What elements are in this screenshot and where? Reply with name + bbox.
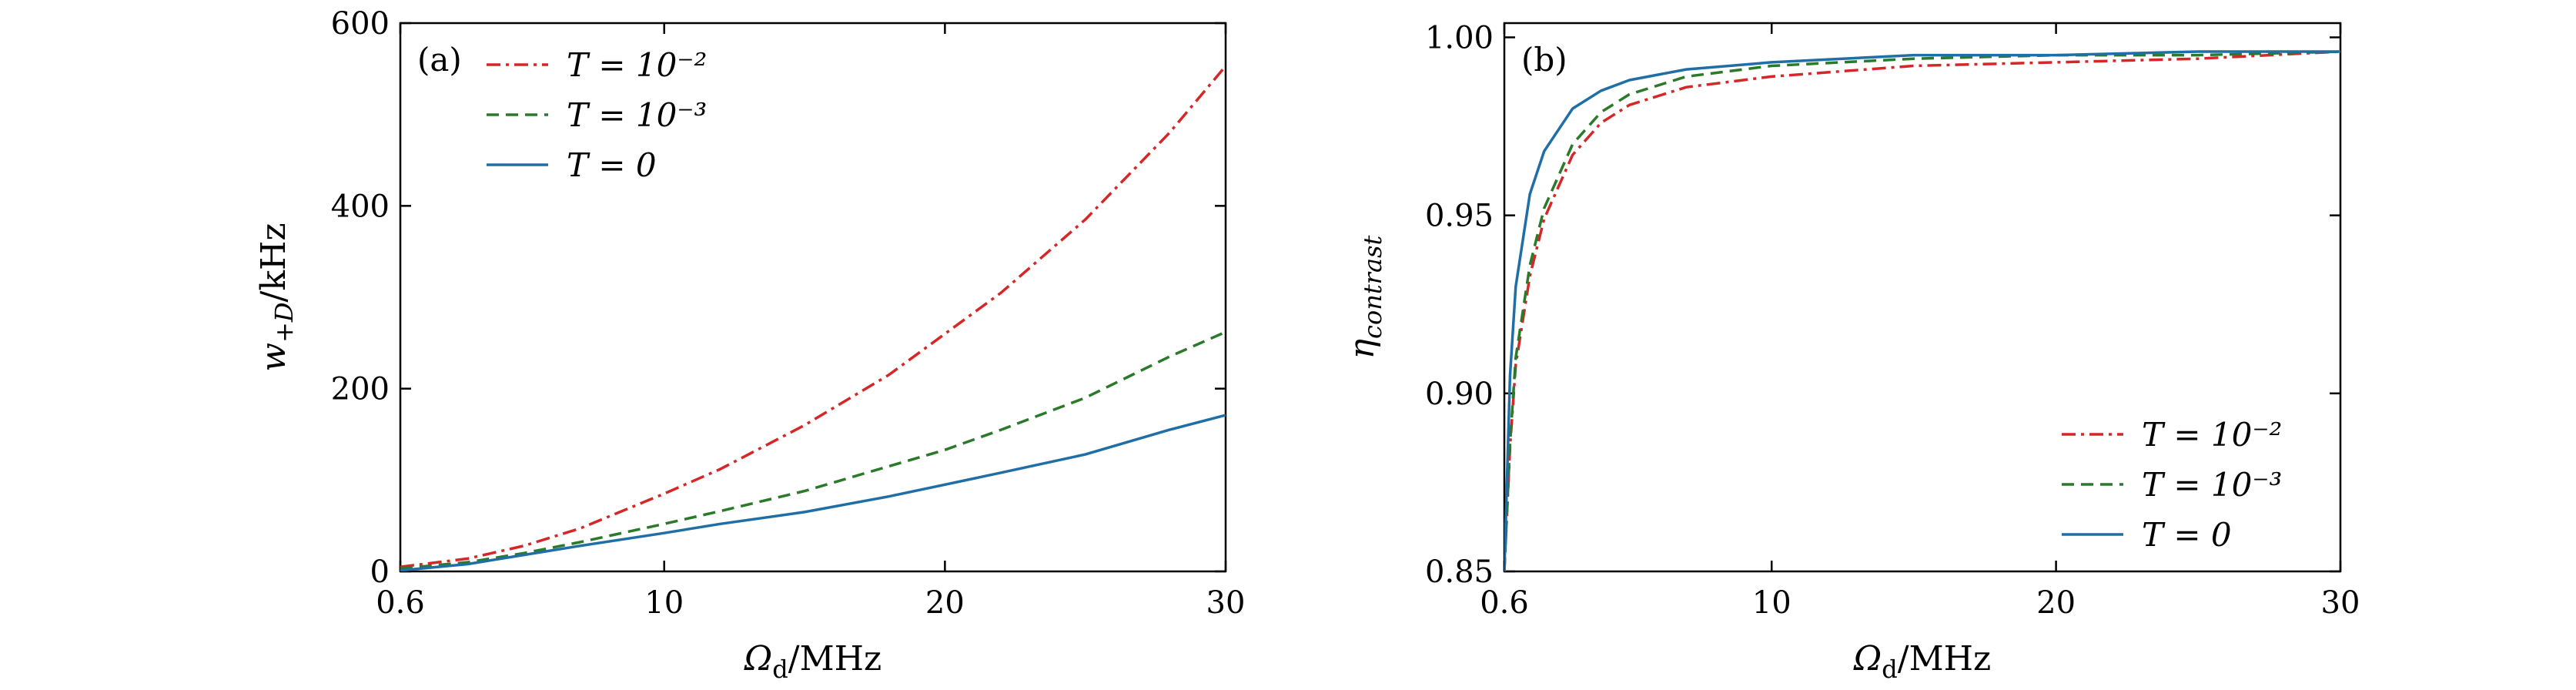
- x-axis-label: Ωd/MHz: [1853, 639, 1991, 684]
- panel-tag: (b): [1521, 41, 1567, 79]
- legend-label: T = 10⁻³: [567, 96, 707, 134]
- y-tick-label: 0.90: [1425, 377, 1494, 412]
- legend-label: T = 10⁻³: [2142, 466, 2282, 504]
- legend-label: T = 0: [567, 146, 657, 184]
- legend: T = 10⁻² T = 10⁻³ T = 0: [487, 46, 707, 184]
- legend-label: T = 0: [2142, 516, 2232, 554]
- y-tick-label: 600: [331, 6, 390, 42]
- x-tick-label: 30: [2321, 585, 2360, 621]
- x-axis-label: Ωd/MHz: [744, 639, 882, 684]
- y-axis-label: w+D/kHz: [254, 223, 299, 371]
- y-tick-label: 1.00: [1425, 20, 1494, 55]
- x-tick-label: 30: [1206, 585, 1246, 621]
- x-tick-label: 20: [925, 585, 965, 621]
- panel-tag: (a): [417, 41, 462, 79]
- series-line-2: [400, 414, 1226, 571]
- x-tick-label: 0.6: [1480, 585, 1529, 621]
- legend-label: T = 10⁻²: [567, 46, 707, 84]
- plot-frame: [1503, 22, 2342, 573]
- y-tick-label: 0: [370, 554, 390, 590]
- y-tick-label: 0.95: [1425, 199, 1494, 234]
- legend: T = 10⁻² T = 10⁻³ T = 0: [2062, 416, 2282, 554]
- x-tick-label: 20: [2036, 585, 2076, 621]
- chart-panel-b: 0.6 10 20 300.850.900.951.00(b)T = 10⁻²T = …: [1343, 20, 2360, 684]
- y-tick-label: 200: [331, 372, 390, 407]
- y-tick-label: 400: [331, 189, 390, 224]
- series-line-2: [1504, 50, 2340, 571]
- x-tick-label: 10: [644, 585, 684, 621]
- series-line-0: [400, 65, 1226, 568]
- y-axis-label: ηcontrast: [1343, 236, 1387, 360]
- plot-frame: [399, 22, 1227, 573]
- series-line-1: [400, 330, 1226, 571]
- x-tick-label: 0.6: [376, 585, 425, 621]
- y-tick-label: 0.85: [1425, 554, 1494, 590]
- x-tick-label: 10: [1752, 585, 1791, 621]
- legend-label: T = 10⁻²: [2142, 416, 2282, 454]
